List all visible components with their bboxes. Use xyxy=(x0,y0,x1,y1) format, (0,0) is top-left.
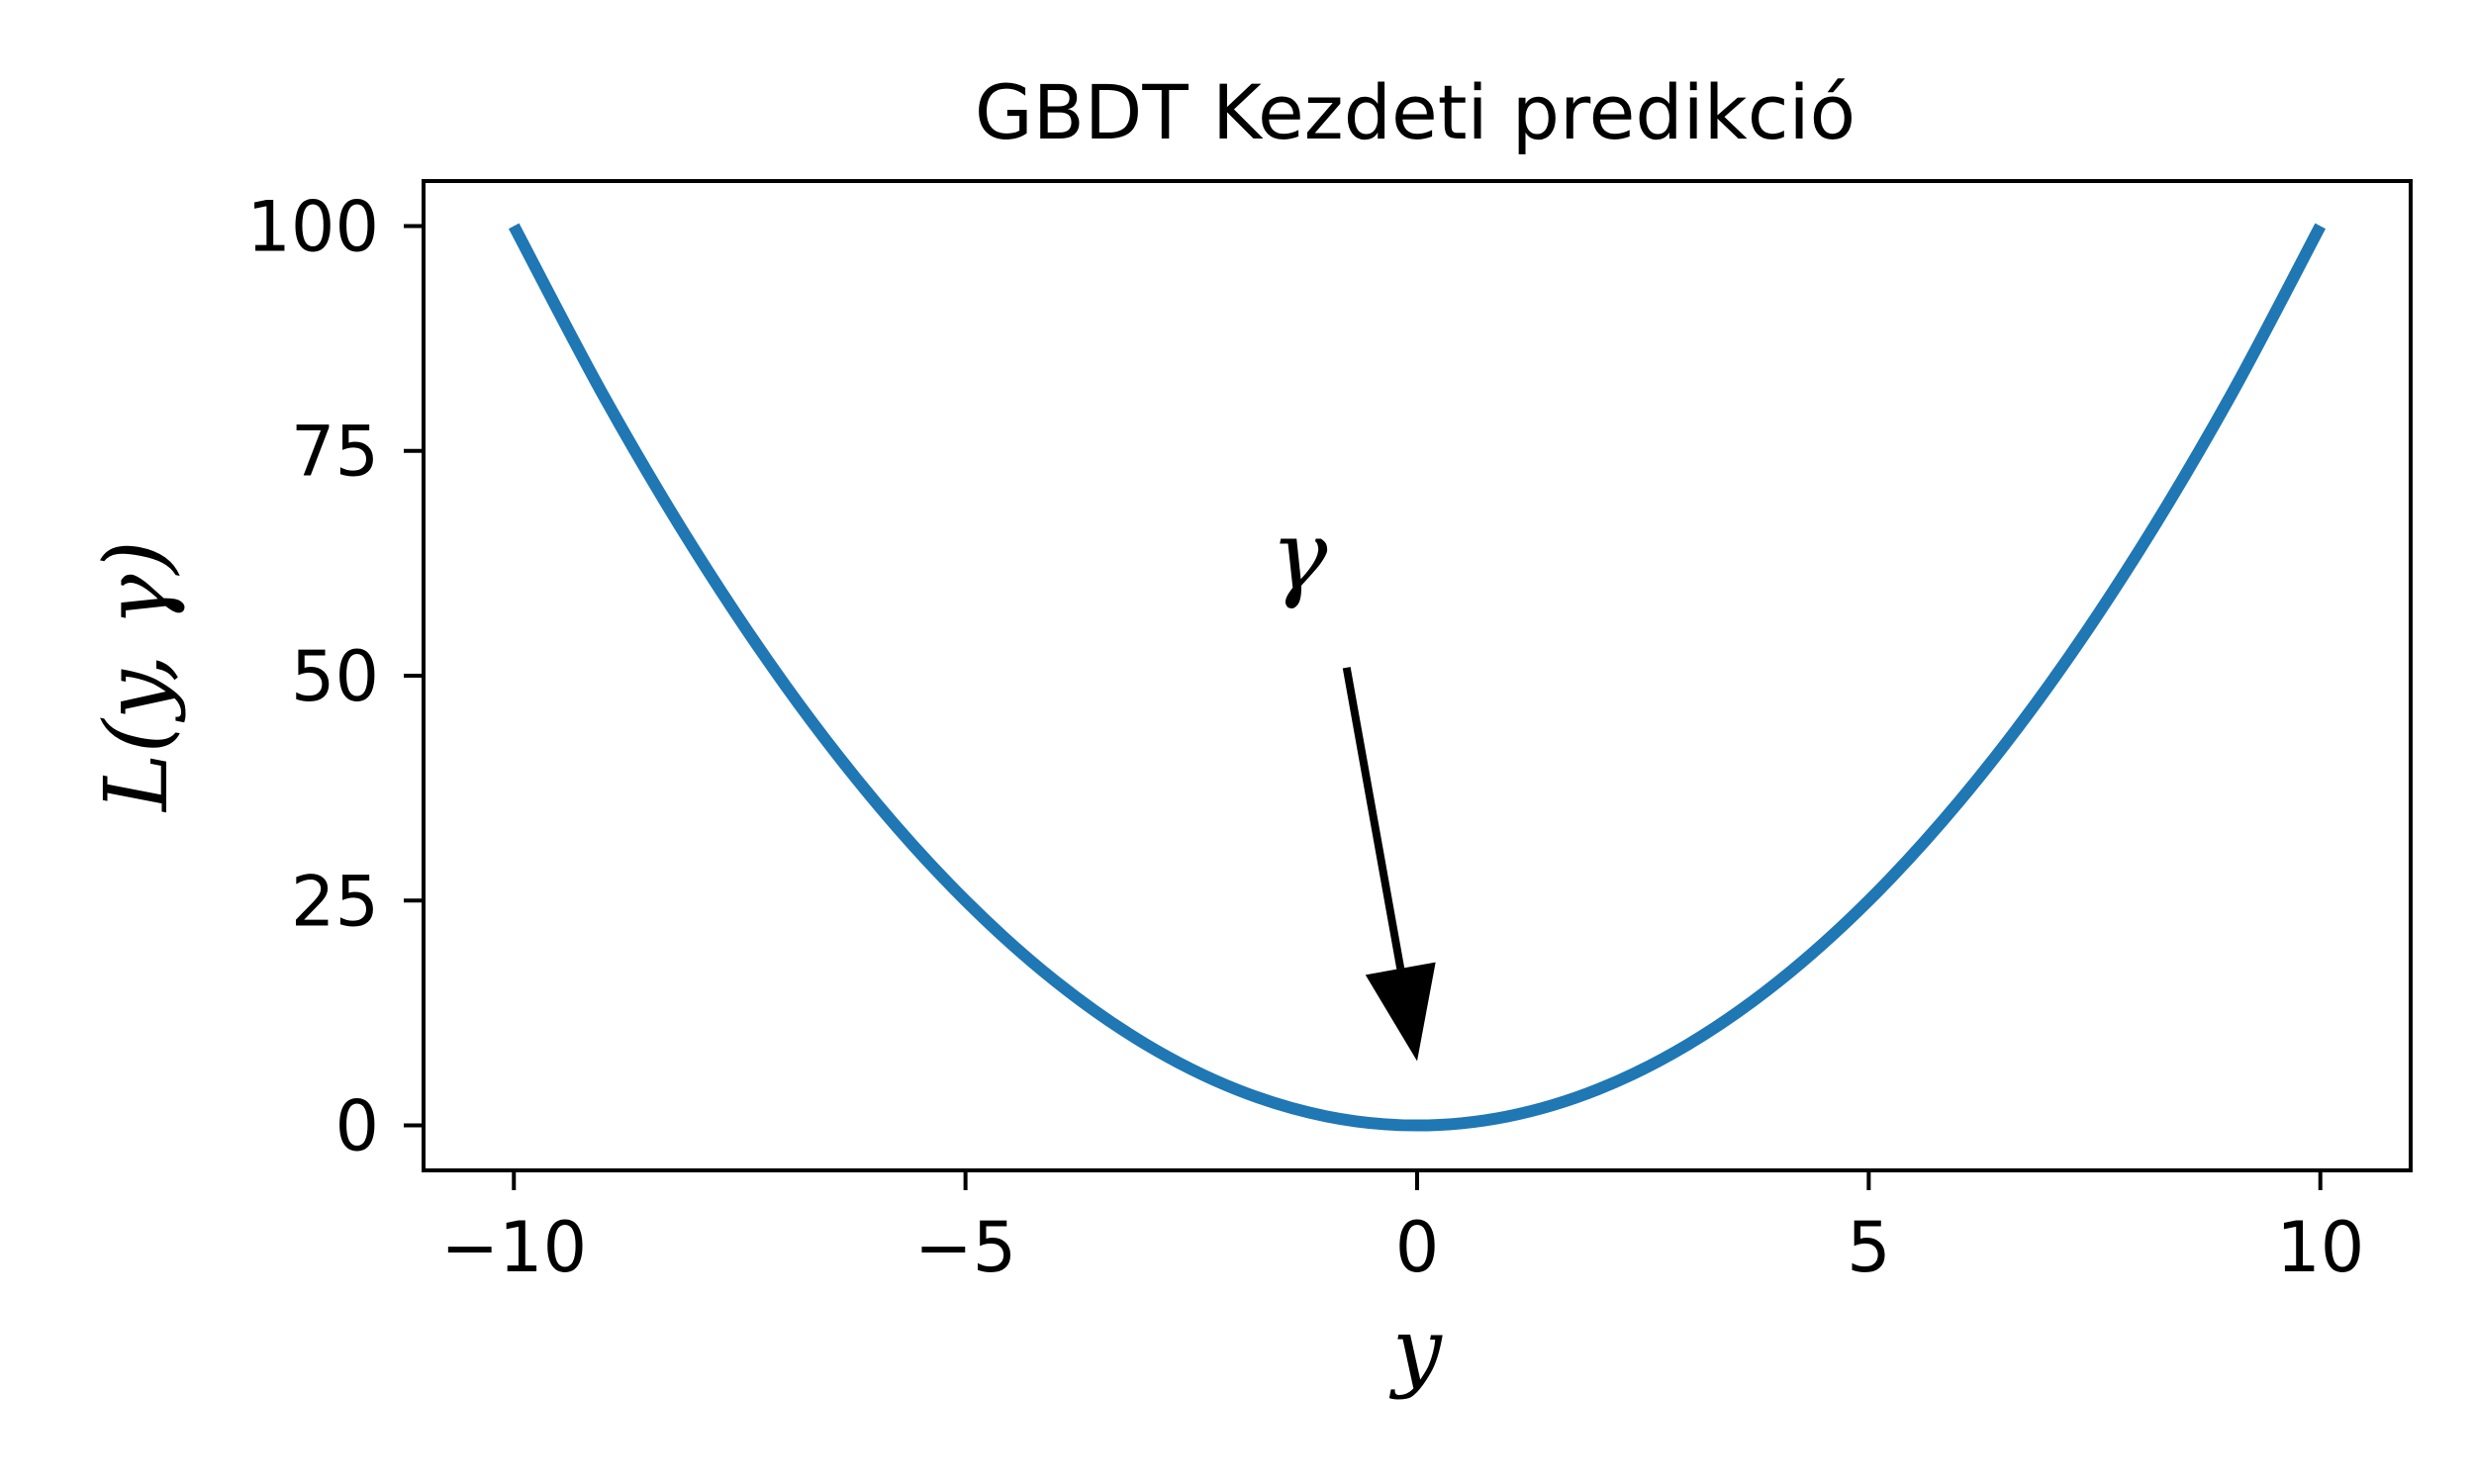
x-tick-label: 0 xyxy=(1395,1207,1440,1288)
y-axis: 0 25 50 75 100 xyxy=(246,186,424,1167)
y-axis-label: L(y, γ) xyxy=(85,540,187,813)
y-tick-label: 100 xyxy=(246,186,379,267)
x-tick-label: −10 xyxy=(440,1207,587,1288)
plot-area: −10 −5 0 5 10 0 25 50 75 100 γ xyxy=(246,179,2413,1288)
series-line-0 xyxy=(508,223,2327,1132)
annotation-label: γ xyxy=(1271,501,1328,611)
x-axis: −10 −5 0 5 10 xyxy=(440,1170,2364,1288)
y-tick-label: 75 xyxy=(291,412,379,493)
series-group xyxy=(508,223,2327,1132)
x-tick-label: 10 xyxy=(2276,1207,2364,1288)
y-tick-label: 0 xyxy=(334,1086,379,1167)
y-tick-label: 50 xyxy=(291,636,379,717)
y-tick-label: 25 xyxy=(291,861,379,942)
annotation-arrow-head xyxy=(1365,962,1436,1062)
x-tick-label: −5 xyxy=(914,1207,1016,1288)
x-axis-label: y xyxy=(1388,1299,1443,1401)
annotation: γ xyxy=(1271,501,1436,1062)
chart-title: GBDT Kezdeti predikció xyxy=(975,68,1856,156)
annotation-arrow-shaft xyxy=(1342,667,1405,970)
x-tick-label: 5 xyxy=(1847,1207,1891,1288)
